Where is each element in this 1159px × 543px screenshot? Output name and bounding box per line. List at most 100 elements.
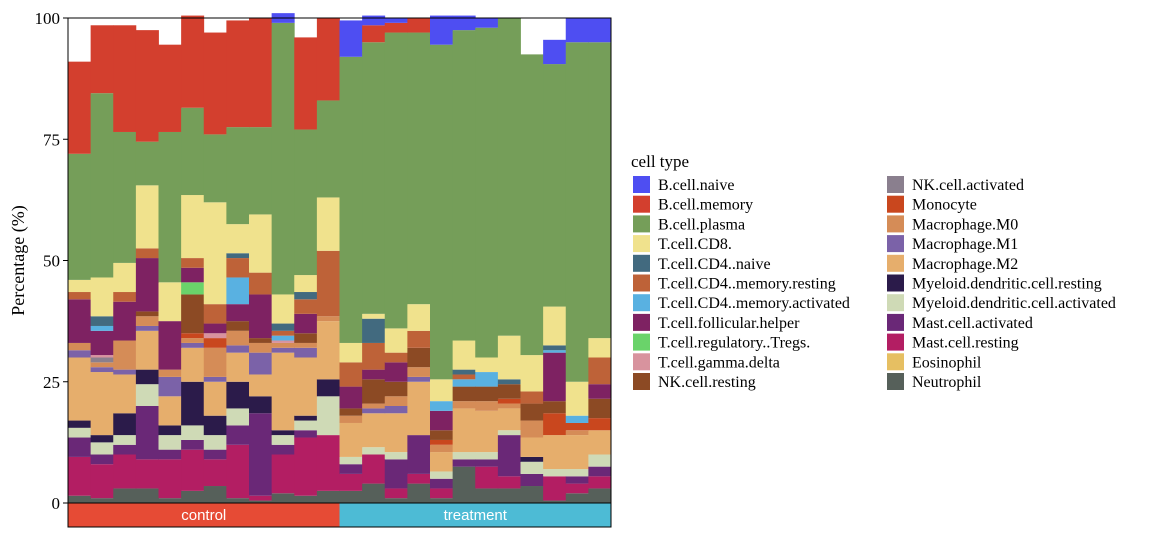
legend-swatch-macrophage-m2 [887,254,904,272]
bar-segment-mast-cell-resting [226,444,250,499]
legend-label-t-cell-cd4-memory-activated: T.cell.CD4..memory.activated [658,295,850,312]
bar-segment-nk-cell-resting [407,347,431,368]
bar-segment-mast-cell-resting [294,437,318,496]
bar-segment-macrophage-m1 [90,367,114,373]
bar-segment-mast-cell-resting [543,476,567,501]
bar-segment-nk-cell-resting [294,333,318,343]
bar-segment-mast-cell-activated [520,473,544,487]
bar-segment-macrophage-m2 [588,430,612,455]
bar-segment-mast-cell-resting [203,459,227,487]
bar-segment-mast-cell-resting [135,459,159,489]
bar-segment-myeloid-dendritic-cell-activated [226,408,250,426]
bar-segment-myeloid-dendritic-cell-resting [203,415,227,436]
bar-segment-t-cell-follicular-helper [339,386,363,409]
bar-segment-macrophage-m2 [226,352,250,382]
bar-segment-macrophage-m2 [203,381,227,416]
bar-segment-b-cell-memory [181,15,205,108]
legend-label-b-cell-plasma: B.cell.plasma [658,216,745,233]
bar-segment-neutrophil [294,495,318,503]
bar-segment-b-cell-naive [339,20,363,57]
group-bar-treatment [339,503,611,527]
bar-segment-b-cell-plasma [68,153,92,280]
bar-segment-macrophage-m1 [362,408,386,414]
bar-segment-t-cell-cd8 [497,335,521,380]
bar-segment-b-cell-naive [430,15,454,45]
legend: B.cell.naive B.cell.memory B.cell.plasma T.… [633,176,1116,391]
bar-segment-mast-cell-resting [271,454,295,494]
bar-segment-t-cell-cd8 [181,195,205,259]
bar-segment-neutrophil [407,483,431,503]
bar-segment-b-cell-naive [475,18,499,28]
legend-swatch-b-cell-naive [633,176,650,193]
bar-segment-neutrophil [113,488,137,503]
bar-segment-macrophage-m0 [158,369,182,377]
bar-segment-myeloid-dendritic-cell-resting [249,396,273,414]
bar-segment-b-cell-naive [384,18,408,23]
bar-segment-myeloid-dendritic-cell-activated [362,447,386,455]
bar-segment-b-cell-plasma [226,127,250,225]
bar-segment-mast-cell-activated [158,449,182,460]
bar-segment-t-cell-cd8 [135,185,159,249]
bar-segment-t-cell-cd4-naive [452,369,476,375]
bar-segment-neutrophil [475,488,499,503]
bar-segment-b-cell-naive [565,18,589,43]
bar-segment-macrophage-m2 [294,357,318,416]
group-label-control: control [181,507,226,524]
bar-segment-macrophage-m0 [68,342,92,351]
bar-segment-t-cell-cd8 [294,275,318,293]
bar-segment-macrophage-m0 [271,342,295,348]
bar-segment-macrophage-m0 [316,316,340,322]
bar-segment-neutrophil [384,498,408,503]
bar-segment-b-cell-memory [384,22,408,33]
bar-segment-myeloid-dendritic-cell-activated [113,435,137,445]
legend-label-t-cell-cd4-naive: T.cell.CD4..naive [658,256,771,273]
bar-segment-macrophage-m2 [113,374,137,414]
legend-label-macrophage-m2: Macrophage.M2 [912,256,1018,273]
bar-segment-t-cell-cd4-memory-resting [271,330,295,336]
bar-segment-nk-cell-resting [452,386,476,402]
bar-segment-t-cell-cd4-memory-activated [565,415,589,423]
bar-segment-macrophage-m0 [475,401,499,411]
legend-swatch-t-cell-regulatory-tregs [633,333,650,351]
bar-segment-neutrophil [362,483,386,503]
bars-layer [68,13,612,504]
bar-segment-mast-cell-resting [497,476,521,489]
bar-segment-neutrophil [497,488,521,503]
bar-segment-b-cell-plasma [543,64,567,307]
legend-swatch-monocyte [887,195,904,213]
bar-segment-myeloid-dendritic-cell-resting [520,456,544,462]
bar-segment-myeloid-dendritic-cell-activated [135,384,159,406]
bar-segment-macrophage-m0 [294,342,318,348]
bar-segment-macrophage-m1 [407,376,431,382]
bar-segment-mast-cell-activated [181,439,205,450]
y-tick-label: 100 [35,9,61,28]
bar-segment-macrophage-m0 [384,396,408,406]
bar-segment-macrophage-m0 [90,362,114,368]
bar-segment-myeloid-dendritic-cell-resting [316,379,340,397]
bar-segment-mast-cell-activated [271,444,295,455]
bar-segment-macrophage-m2 [90,372,114,436]
bar-segment-nk-cell-resting [226,321,250,331]
bar-segment-t-cell-cd4-memory-resting [294,299,318,314]
bar-segment-myeloid-dendritic-cell-activated [588,454,612,467]
bar-segment-b-cell-plasma [430,44,454,380]
legend-label-t-cell-cd8: T.cell.CD8. [658,236,732,253]
bar-segment-nk-cell-resting [135,311,159,317]
bar-segment-myeloid-dendritic-cell-resting [68,420,92,428]
legend-label-monocyte: Monocyte [912,197,977,214]
bar-segment-t-cell-cd4-naive [226,253,250,259]
bar-segment-macrophage-m2 [497,408,521,431]
legend-label-nk-cell-resting: NK.cell.resting [658,374,756,391]
legend-swatch-t-cell-cd4-naive [633,254,650,272]
bar-segment-t-cell-follicular-helper [135,258,159,312]
y-tick-label: 75 [43,130,60,149]
bar-segment-myeloid-dendritic-cell-activated [68,427,92,438]
bar-segment-b-cell-plasma [90,93,114,278]
bar-segment-t-cell-cd8 [271,294,295,324]
bar-segment-macrophage-m0 [520,420,544,438]
legend-label-macrophage-m1: Macrophage.M1 [912,236,1018,253]
legend-swatch-t-cell-cd8 [633,235,650,253]
bar-segment-macrophage-m2 [520,437,544,457]
y-tick-label: 0 [52,494,61,513]
